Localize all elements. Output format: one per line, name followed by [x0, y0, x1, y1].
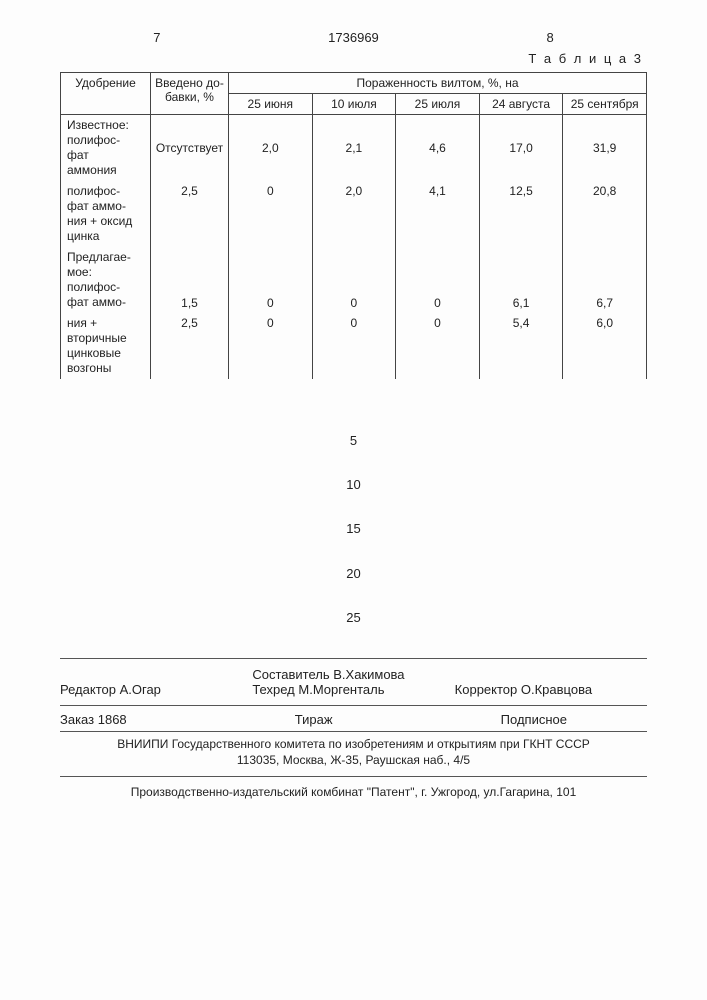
data-table: Удобрение Введено до- бавки, % Пораженно…	[60, 72, 647, 379]
compiler-label: Составитель	[252, 667, 329, 682]
order-label: Заказ	[60, 712, 94, 727]
table-row: Известное: полифос- фат аммония Отсутств…	[61, 115, 647, 182]
line-num: 10	[60, 463, 647, 507]
line-num: 20	[60, 552, 647, 596]
cell-val: 2,0	[229, 115, 313, 182]
cell-val: 2,0	[312, 181, 396, 247]
th-date-1: 10 июля	[312, 94, 396, 115]
th-group: Пораженность вилтом, %, на	[229, 73, 647, 94]
th-date-2: 25 июля	[396, 94, 480, 115]
cell-val: 20,8	[563, 181, 647, 247]
vniipi-line1: ВНИИПИ Государственного комитета по изоб…	[60, 736, 647, 752]
cell-add: 1,5	[151, 247, 229, 313]
publisher-line: Производственно-издательский комбинат "П…	[60, 777, 647, 799]
podpisnoe: Подписное	[501, 712, 647, 727]
editor-label: Редактор	[60, 682, 116, 697]
compiler-name: В.Хакимова	[333, 667, 404, 682]
line-num: 15	[60, 507, 647, 551]
cell-val: 0	[229, 181, 313, 247]
cell-fert: Известное: полифос- фат аммония	[61, 115, 151, 182]
table-row: ния + вторичные цинковые возгоны 2,5 0 0…	[61, 313, 647, 379]
cell-fert: ния + вторичные цинковые возгоны	[61, 313, 151, 379]
corrector-name: О.Кравцова	[521, 682, 592, 697]
cell-val: 2,1	[312, 115, 396, 182]
line-num: 5	[60, 419, 647, 463]
cell-val: 5,4	[479, 313, 563, 379]
patent-number: 1736969	[257, 30, 451, 45]
order-no: 1868	[98, 712, 127, 727]
cell-val: 4,6	[396, 115, 480, 182]
cell-val: 17,0	[479, 115, 563, 182]
cell-val: 0	[229, 247, 313, 313]
th-date-3: 24 августа	[479, 94, 563, 115]
table-caption: Т а б л и ц а 3	[60, 51, 647, 66]
table-row: полифос- фат аммо- ния + оксид цинка 2,5…	[61, 181, 647, 247]
line-numbers: 5 10 15 20 25	[60, 419, 647, 640]
tehred-label: Техред	[252, 682, 294, 697]
vniipi-line2: 113035, Москва, Ж-35, Раушская наб., 4/5	[60, 752, 647, 768]
line-num: 25	[60, 596, 647, 640]
cell-val: 12,5	[479, 181, 563, 247]
col-num-left: 7	[60, 30, 254, 45]
th-fertilizer: Удобрение	[61, 73, 151, 115]
cell-fert: Предлагае- мое: полифос- фат аммо-	[61, 247, 151, 313]
cell-val: 0	[312, 247, 396, 313]
tirazh: Тираж	[295, 712, 333, 727]
order-line: Заказ 1868 Тираж Подписное	[60, 706, 647, 732]
cell-val: 6,7	[563, 247, 647, 313]
cell-add: Отсутствует	[151, 115, 229, 182]
credits-block: Редактор А.Огар Составитель В.Хакимова Т…	[60, 658, 647, 706]
vniipi-block: ВНИИПИ Государственного комитета по изоб…	[60, 732, 647, 777]
table-header-row-1: Удобрение Введено до- бавки, % Пораженно…	[61, 73, 647, 94]
col-num-right: 8	[453, 30, 647, 45]
editor-name: А.Огар	[120, 682, 161, 697]
cell-fert: полифос- фат аммо- ния + оксид цинка	[61, 181, 151, 247]
table-row: Предлагае- мое: полифос- фат аммо- 1,5 0…	[61, 247, 647, 313]
th-date-4: 25 сентября	[563, 94, 647, 115]
cell-val: 6,0	[563, 313, 647, 379]
cell-val: 0	[312, 313, 396, 379]
cell-add: 2,5	[151, 181, 229, 247]
cell-val: 0	[229, 313, 313, 379]
cell-add: 2,5	[151, 313, 229, 379]
cell-val: 0	[396, 247, 480, 313]
th-additive: Введено до- бавки, %	[151, 73, 229, 115]
tehred-name: М.Моргенталь	[298, 682, 384, 697]
cell-val: 6,1	[479, 247, 563, 313]
cell-val: 31,9	[563, 115, 647, 182]
cell-val: 0	[396, 313, 480, 379]
corrector-label: Корректор	[455, 682, 518, 697]
page-header: 7 1736969 8	[60, 30, 647, 45]
cell-val: 4,1	[396, 181, 480, 247]
th-date-0: 25 июня	[229, 94, 313, 115]
